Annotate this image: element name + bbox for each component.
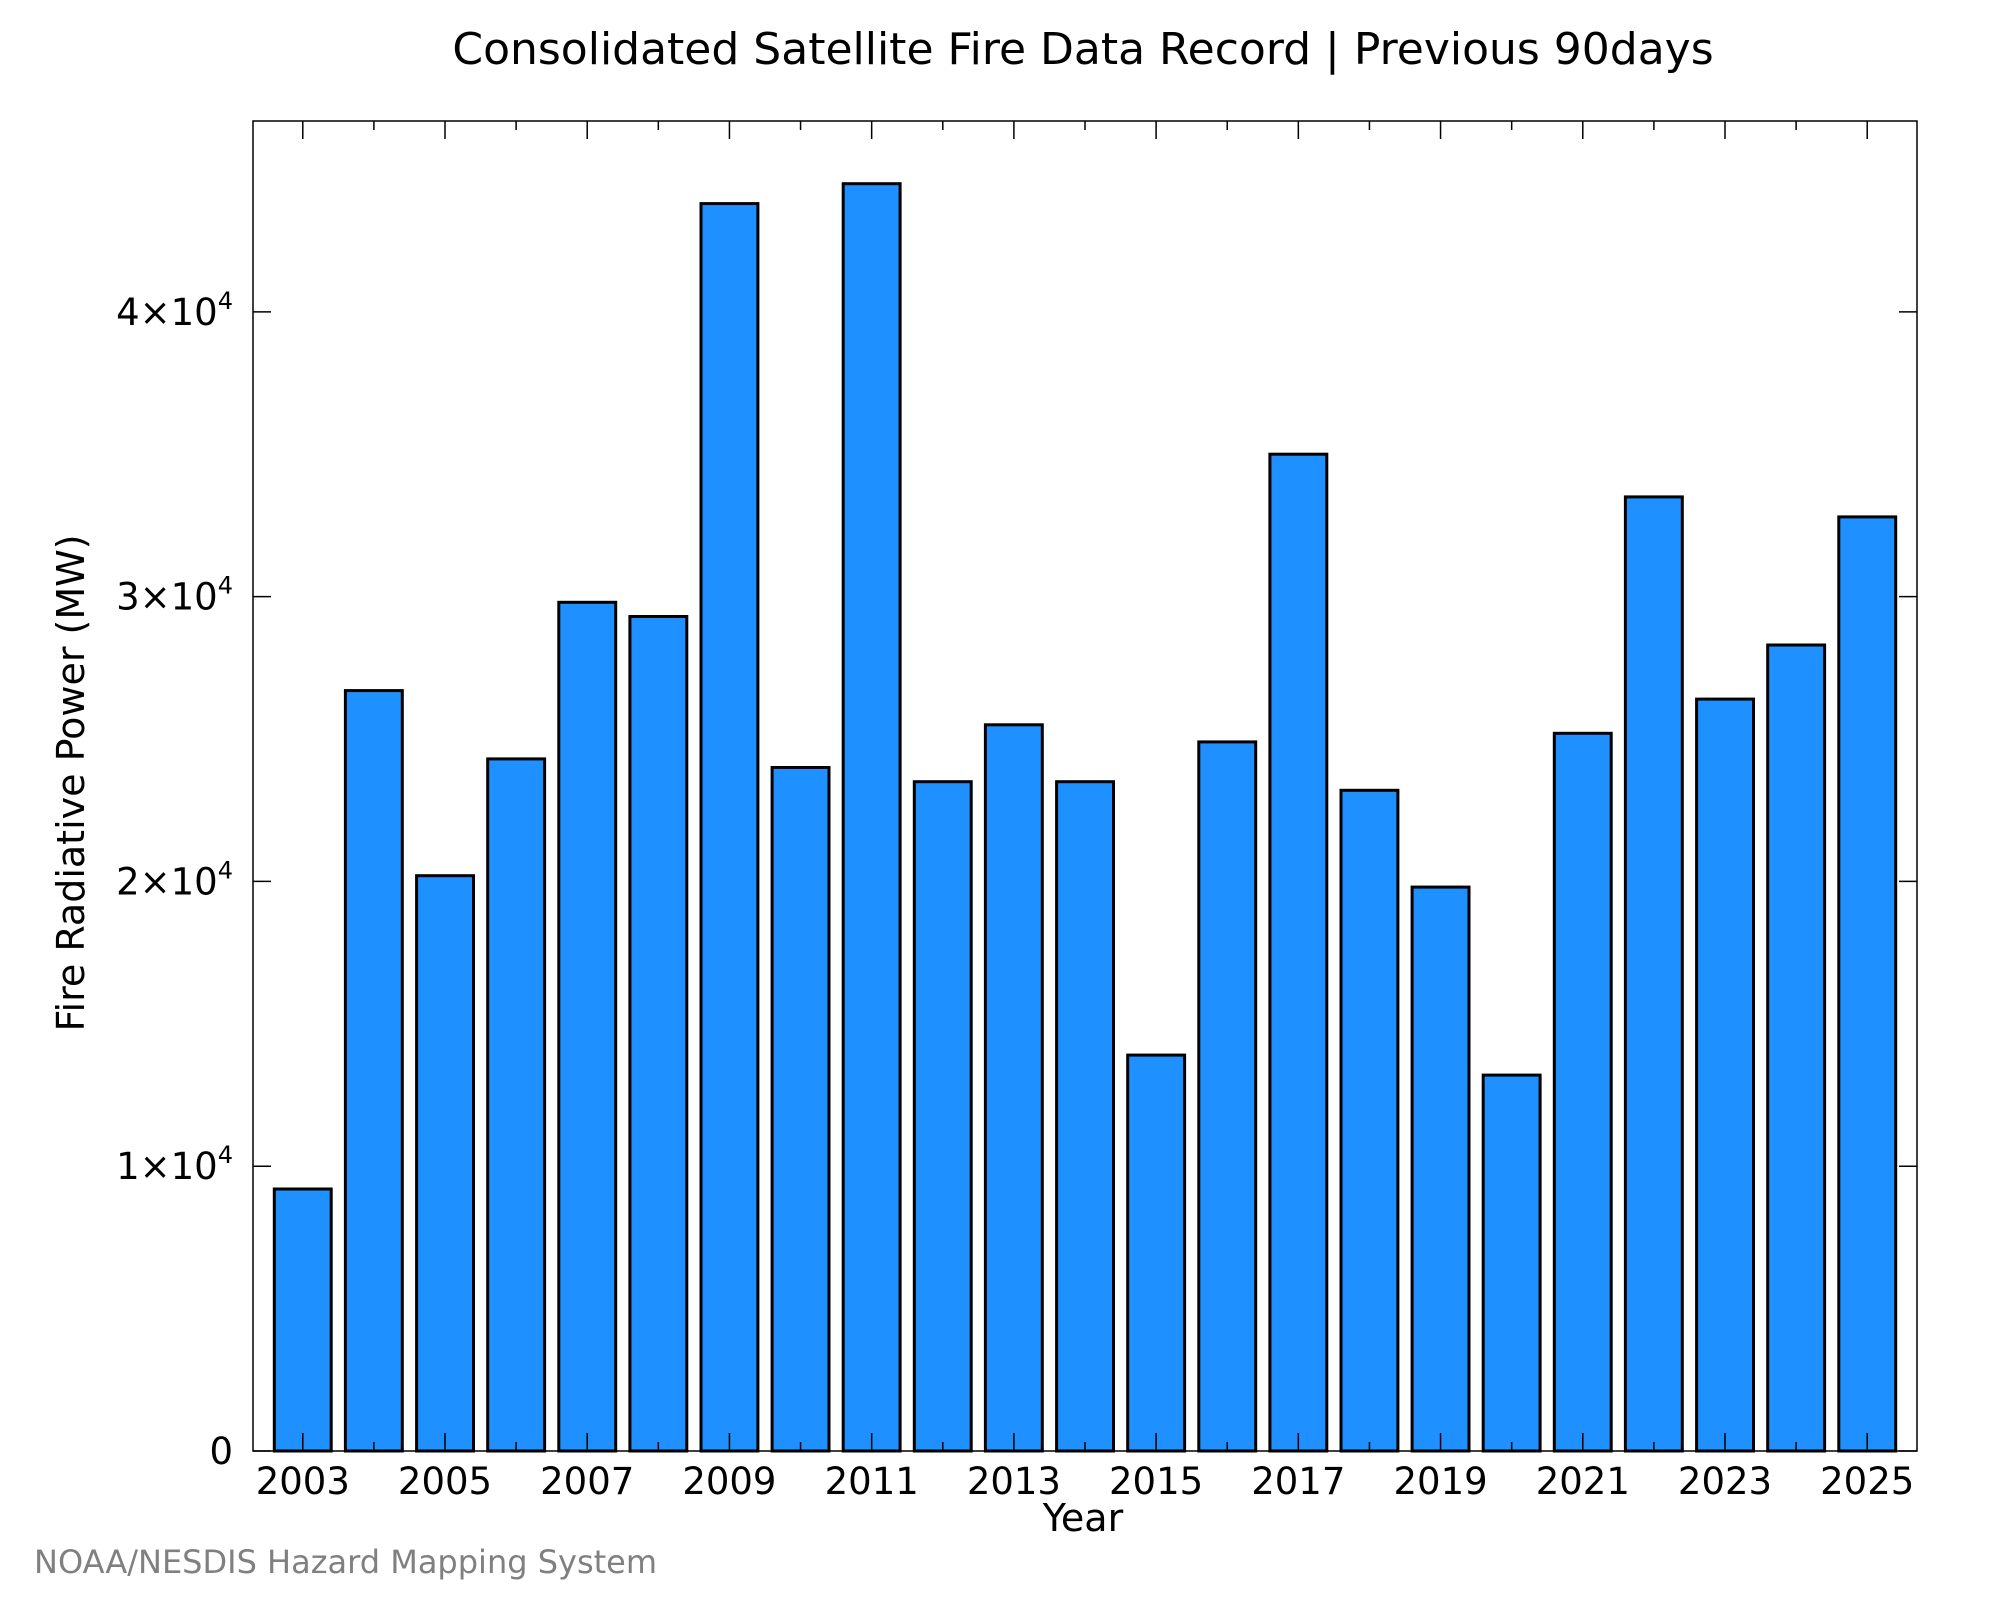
y-tick-label: 4×104: [116, 287, 233, 334]
bar-2016: [1197, 740, 1258, 1453]
x-tick-label: 2025: [1820, 1460, 1914, 1503]
bar-2023: [1695, 697, 1755, 1453]
bar-2018: [1339, 788, 1400, 1453]
bar-2006: [486, 757, 547, 1453]
y-tick-label: 2×104: [116, 856, 233, 903]
chart-title: Consolidated Satellite Fire Data Record …: [452, 24, 1713, 75]
x-tick-label: 2019: [1394, 1460, 1488, 1503]
bar-2024: [1766, 643, 1827, 1453]
x-tick-label: 2009: [682, 1460, 776, 1503]
bar-2020: [1481, 1073, 1542, 1453]
bar-2009: [699, 202, 760, 1453]
bar-2007: [557, 600, 618, 1453]
x-tick-label: 2003: [256, 1460, 350, 1503]
bar-2019: [1410, 885, 1471, 1453]
x-tick-label: 2015: [1109, 1460, 1203, 1503]
bar-2025: [1837, 515, 1898, 1453]
y-axis-label: Fire Radiative Power (MW): [49, 534, 93, 1031]
bar-2014: [1055, 780, 1115, 1453]
bar-2021: [1552, 731, 1613, 1453]
y-tick-label: 0: [209, 1430, 233, 1473]
y-tick-label: 1×104: [116, 1141, 233, 1188]
bar-2013: [983, 723, 1044, 1453]
x-tick-label: 2007: [540, 1460, 634, 1503]
y-tick-label: 3×104: [116, 572, 233, 619]
bar-2003: [272, 1187, 333, 1453]
bar-2008: [628, 615, 689, 1453]
bar-2010: [770, 766, 831, 1453]
bar-2015: [1126, 1053, 1187, 1453]
bar-2012: [912, 780, 973, 1453]
bar-2005: [415, 874, 476, 1453]
x-axis-label: Year: [1042, 1496, 1124, 1540]
x-tick-label: 2005: [398, 1460, 492, 1503]
bar-2017: [1268, 452, 1329, 1453]
bar-2004: [343, 689, 404, 1453]
plot-area: 0 1×104 2×104 3×104 4×104 2003 2005 2007 2009 201…: [116, 120, 1918, 1503]
x-tick-label: 2011: [825, 1460, 919, 1503]
x-tick-label: 2017: [1251, 1460, 1345, 1503]
x-tick-label: 2013: [967, 1460, 1061, 1503]
x-tick-label: 2021: [1536, 1460, 1630, 1503]
credit-text: NOAA/NESDIS Hazard Mapping System: [34, 1543, 657, 1581]
bar-2011: [841, 182, 902, 1453]
x-tick-label: 2023: [1678, 1460, 1772, 1503]
bar-2022: [1623, 495, 1684, 1453]
